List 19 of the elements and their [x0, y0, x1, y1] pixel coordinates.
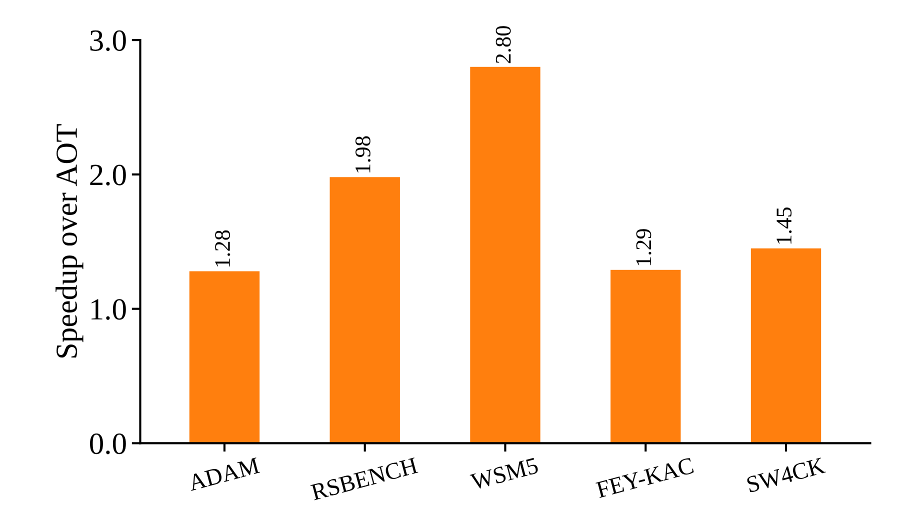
x-tick-label: ADAM — [187, 457, 260, 491]
y-axis-title: Speedup over AOT — [56, 124, 84, 358]
bar — [470, 66, 540, 444]
x-tick-label: SW4CK — [746, 457, 826, 493]
x-tick-label: WSM5 — [470, 457, 539, 490]
y-tick-label: 0.0 — [90, 433, 126, 454]
bar — [750, 248, 822, 444]
x-tick-label: FEY-KAC — [596, 457, 694, 498]
bar — [330, 177, 400, 444]
bar — [189, 271, 260, 444]
data-label: 2.80 — [496, 26, 511, 64]
data-label: 1.45 — [776, 208, 792, 244]
bar — [610, 270, 681, 444]
y-tick-label: 1.0 — [92, 299, 126, 320]
data-label: 1.29 — [636, 229, 652, 266]
y-tick-label: 3.0 — [90, 30, 126, 52]
data-label: 1.98 — [355, 136, 371, 172]
y-tick-label: 2.0 — [90, 164, 126, 186]
data-label: 1.28 — [215, 230, 230, 266]
